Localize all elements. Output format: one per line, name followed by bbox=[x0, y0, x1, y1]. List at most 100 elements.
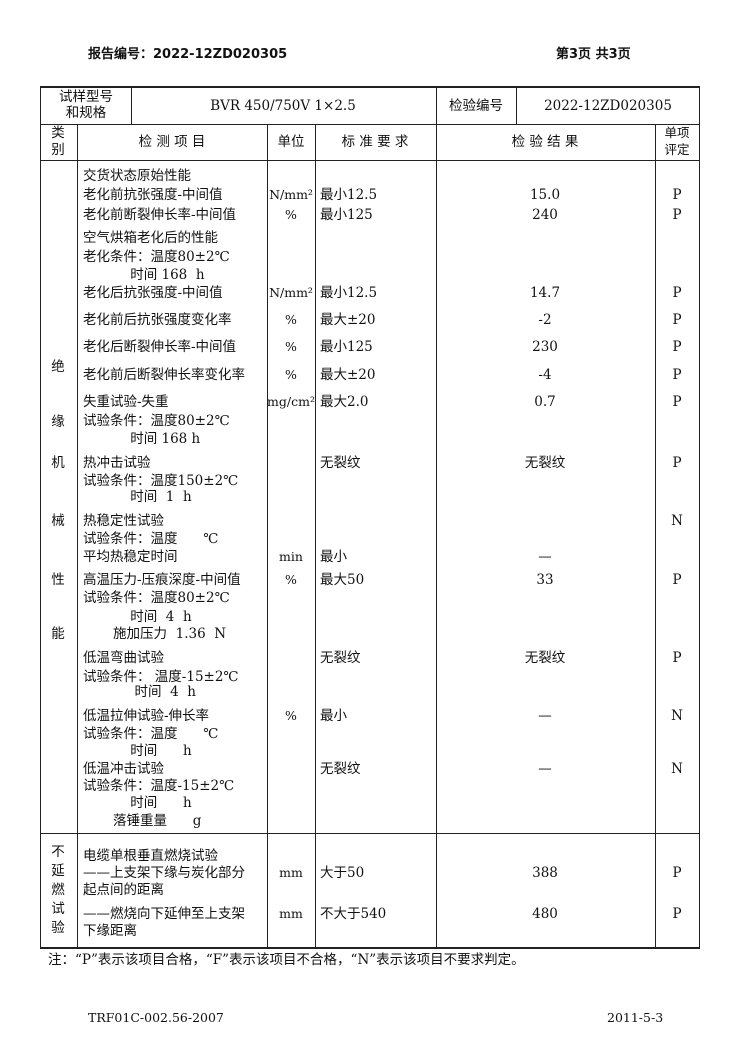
test-item-line: 老化前后抗张强度变化率 bbox=[83, 312, 232, 328]
table-rule bbox=[267, 124, 268, 948]
test-item-line: 时间 h bbox=[83, 795, 192, 811]
requirement-cell: 最小 bbox=[320, 708, 347, 724]
unit-cell: % bbox=[285, 572, 297, 587]
test-item-line: 失重试验-失重 bbox=[83, 394, 169, 410]
result-cell: 230 bbox=[532, 339, 558, 355]
table-rule bbox=[436, 124, 437, 948]
requirement-cell: 最小12.5 bbox=[320, 187, 378, 203]
category-char: 性 bbox=[51, 572, 65, 588]
result-cell: 33 bbox=[536, 572, 554, 588]
requirement-cell: 无裂纹 bbox=[320, 650, 361, 666]
table-rule bbox=[77, 124, 78, 948]
category-char: 验 bbox=[51, 920, 65, 936]
requirement-cell: 最小125 bbox=[320, 339, 373, 355]
col-unit: 单位 bbox=[277, 134, 305, 150]
verdict-cell: P bbox=[672, 650, 682, 666]
col-requirement: 标 准 要 求 bbox=[341, 134, 409, 150]
requirement-cell: 最小12.5 bbox=[320, 285, 378, 301]
result-cell: — bbox=[538, 761, 552, 777]
table-rule bbox=[40, 833, 700, 834]
inspection-no-label: 检验编号 bbox=[449, 98, 503, 114]
category-char: 绝 bbox=[51, 359, 65, 375]
test-item-line: 时间 168 h bbox=[83, 431, 201, 447]
table-rule bbox=[699, 87, 700, 948]
test-item-line: 时间 h bbox=[83, 743, 192, 759]
test-item-line: 老化前后断裂伸长率变化率 bbox=[83, 367, 245, 383]
test-item-line: 高温压力-压痕深度-中间值 bbox=[83, 572, 241, 588]
result-cell: 388 bbox=[532, 865, 558, 881]
test-item-line: 热冲击试验 bbox=[83, 455, 151, 471]
test-item-line: 时间 4 h bbox=[83, 684, 196, 700]
test-item-line: ——上支架下缘与炭化部分 bbox=[83, 865, 245, 881]
verdict-cell: P bbox=[672, 865, 682, 881]
footnote: 注：“P”表示该项目合格，“F”表示该项目不合格，“N”表示该项目不要求判定。 bbox=[48, 952, 525, 968]
result-cell: -2 bbox=[538, 312, 552, 328]
test-item-line: 老化后抗张强度-中间值 bbox=[83, 285, 223, 301]
verdict-cell: P bbox=[672, 339, 682, 355]
unit-cell: % bbox=[285, 708, 297, 723]
test-item-line: 低温冲击试验 bbox=[83, 761, 164, 777]
verdict-cell: P bbox=[672, 455, 682, 471]
result-cell: 14.7 bbox=[529, 285, 561, 301]
col-category: 类 bbox=[51, 125, 65, 141]
result-cell: — bbox=[538, 549, 552, 565]
category-char: 不 bbox=[51, 844, 65, 860]
result-cell: — bbox=[538, 708, 552, 724]
test-item-line: 试验条件：温度 ℃ bbox=[83, 531, 219, 547]
test-item-line: 老化前断裂伸长率-中间值 bbox=[83, 207, 237, 223]
col-verdict: 评定 bbox=[664, 142, 690, 157]
result-cell: -4 bbox=[538, 367, 552, 383]
test-item-line: 试验条件： 温度-15±2℃ bbox=[83, 669, 239, 685]
unit-cell: % bbox=[285, 339, 297, 354]
unit-cell: mm bbox=[279, 906, 303, 921]
requirement-cell: 最大±20 bbox=[320, 367, 376, 383]
test-item-line: 时间 4 h bbox=[83, 609, 192, 625]
test-item-line: 老化条件：温度80±2℃ bbox=[83, 249, 230, 265]
table-rule bbox=[40, 160, 700, 161]
page-indicator: 第3页 共3页 bbox=[556, 47, 631, 62]
inspection-no-value: 2022-12ZD020305 bbox=[544, 98, 672, 114]
form-date: 2011-5-3 bbox=[607, 1010, 664, 1025]
category-char: 械 bbox=[51, 513, 65, 529]
test-item-line: 老化前抗张强度-中间值 bbox=[83, 187, 223, 203]
test-item-line: 老化后断裂伸长率-中间值 bbox=[83, 339, 237, 355]
category-char: 延 bbox=[51, 863, 65, 879]
test-item-line: 交货状态原始性能 bbox=[83, 168, 191, 184]
test-item-line: 空气烘箱老化后的性能 bbox=[83, 230, 218, 246]
col-result: 检 验 结 果 bbox=[511, 134, 579, 150]
table-rule bbox=[40, 87, 41, 948]
test-item-line: 试验条件：温度80±2℃ bbox=[83, 413, 230, 429]
unit-cell: N/mm² bbox=[269, 187, 313, 202]
requirement-cell: 最大2.0 bbox=[320, 394, 369, 410]
table-rule bbox=[40, 947, 700, 949]
table-rule bbox=[40, 86, 700, 88]
unit-cell: N/mm² bbox=[269, 285, 313, 300]
test-item-line: 低温弯曲试验 bbox=[83, 650, 164, 666]
table-rule bbox=[131, 87, 132, 124]
category-char: 试 bbox=[51, 901, 65, 917]
result-cell: 240 bbox=[532, 207, 558, 223]
verdict-cell: P bbox=[672, 207, 682, 223]
table-rule bbox=[655, 124, 656, 948]
verdict-cell: P bbox=[672, 367, 682, 383]
table-rule bbox=[436, 87, 437, 124]
category-char: 燃 bbox=[51, 882, 65, 898]
test-item-line: 试验条件：温度-15±2℃ bbox=[83, 778, 235, 794]
result-cell: 0.7 bbox=[534, 394, 556, 410]
test-item-line: ——燃烧向下延伸至上支架 bbox=[83, 906, 245, 922]
test-item-line: 下缘距离 bbox=[83, 923, 137, 939]
verdict-cell: P bbox=[672, 285, 682, 301]
unit-cell: % bbox=[285, 367, 297, 382]
verdict-cell: N bbox=[671, 513, 683, 529]
test-item-line: 落锤重量 g bbox=[83, 813, 202, 829]
unit-cell: % bbox=[285, 207, 297, 222]
result-cell: 无裂纹 bbox=[524, 650, 566, 666]
requirement-cell: 无裂纹 bbox=[320, 761, 361, 777]
verdict-cell: P bbox=[672, 572, 682, 588]
unit-cell: mm bbox=[279, 865, 303, 880]
test-item-line: 试验条件：温度150±2℃ bbox=[83, 473, 239, 489]
test-item-line: 时间 1 h bbox=[83, 489, 192, 505]
test-item-line: 试验条件：温度 ℃ bbox=[83, 726, 219, 742]
test-item-line: 试验条件：温度80±2℃ bbox=[83, 590, 230, 606]
